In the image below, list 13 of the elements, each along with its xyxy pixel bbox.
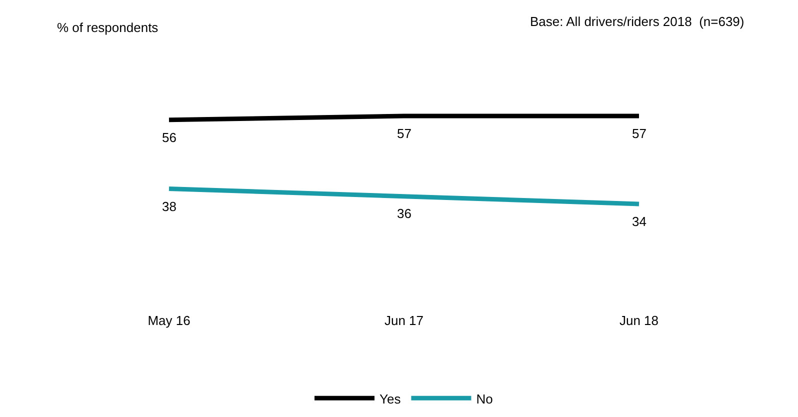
text: Base: All drivers/riders 2018 (n=639) [530,14,744,29]
x-tick-label: Jun 17 [384,313,424,328]
x-tick-label: Jun 18 [619,313,659,328]
data-label: 36 [397,206,412,221]
legend-label: Yes [380,391,402,406]
data-label: 34 [632,214,646,229]
text: % of respondents [57,20,159,35]
data-label: 38 [162,199,176,214]
x-tick-label: May 16 [148,313,190,328]
data-label: 57 [397,126,412,141]
legend-label: No [476,391,493,406]
data-label: 56 [162,130,176,145]
data-label: 57 [632,126,646,141]
